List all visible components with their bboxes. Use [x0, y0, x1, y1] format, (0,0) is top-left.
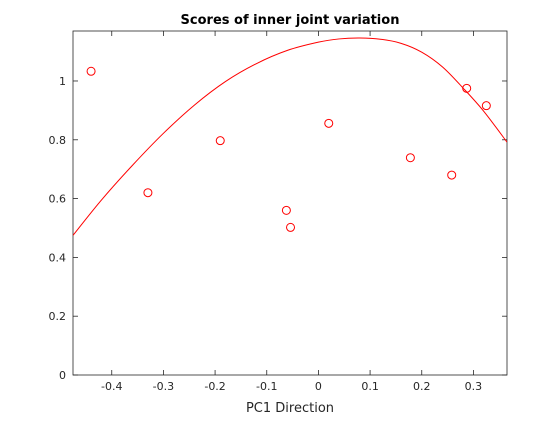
x-tick-label: -0.1: [256, 380, 277, 393]
data-point: [143, 188, 153, 198]
x-tick-label: -0.2: [204, 380, 225, 393]
fit-curve: [73, 37, 507, 236]
data-point: [286, 222, 296, 232]
x-tick-label: 0.1: [361, 380, 379, 393]
data-point: [462, 83, 472, 93]
y-tick-label: 0: [59, 369, 66, 382]
y-tick-label: 0.4: [49, 251, 67, 264]
axes-box: [72, 30, 508, 376]
x-tick-label: 0.3: [465, 380, 483, 393]
y-tick-label: 0.8: [49, 134, 67, 147]
x-tick-label: 0: [315, 380, 322, 393]
y-tick-label: 0.2: [49, 310, 67, 323]
data-point: [481, 101, 491, 111]
x-tick-label: 0.2: [413, 380, 431, 393]
data-point: [324, 118, 334, 128]
plot-area: -0.4 -0.3 -0.2 -0.1 0 0.1 0.2 0.3 0 0.2 0.4 0.6 0.8 1: [49, 30, 508, 393]
x-tick-label: -0.4: [101, 380, 122, 393]
x-axis-label: PC1 Direction: [246, 401, 334, 416]
x-tick-label: -0.3: [153, 380, 174, 393]
data-point: [405, 153, 415, 163]
data-point: [447, 170, 457, 180]
data-point: [86, 66, 96, 76]
y-tick-label: 1: [59, 75, 66, 88]
y-tick-label: 0.6: [49, 193, 67, 206]
data-point: [215, 136, 225, 146]
data-point: [281, 205, 291, 215]
chart-title: Scores of inner joint variation: [181, 13, 400, 28]
